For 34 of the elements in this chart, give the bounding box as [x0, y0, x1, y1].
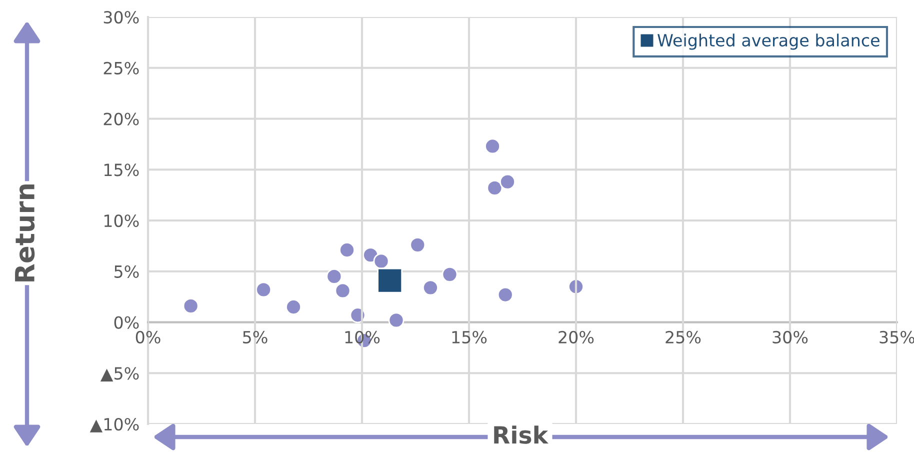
- point: [334, 282, 351, 299]
- point: [410, 236, 426, 253]
- x-tick-label: 25%: [666, 330, 701, 344]
- x-tick-label: 15%: [452, 330, 487, 344]
- y-tick-label: 30%: [104, 10, 139, 24]
- point: [500, 174, 516, 190]
- y-tick-label: 10%: [104, 214, 139, 228]
- point: [497, 286, 514, 303]
- point: [326, 268, 342, 284]
- point: [486, 180, 503, 196]
- x-tick-label: 5%: [243, 330, 268, 344]
- x-tick-label: 20%: [558, 330, 594, 344]
- point: [339, 242, 355, 258]
- point: [286, 299, 302, 315]
- y-tick-label: 0%: [114, 316, 139, 329]
- y-tick-label: 25%: [104, 62, 139, 74]
- point: [422, 280, 438, 296]
- x-tick-label: 30%: [772, 330, 808, 344]
- point: [182, 298, 199, 314]
- y-tick-label: 15%: [104, 164, 139, 176]
- point: [484, 138, 501, 154]
- legend-label: Weighted average balance: [658, 34, 880, 50]
- x-tick-label: 0%: [136, 330, 160, 344]
- y-axis-title: Return: [15, 184, 35, 282]
- point: [373, 253, 390, 270]
- y-tick-label: 20%: [104, 112, 139, 126]
- point: [442, 266, 458, 282]
- y-tick-label: ▲10%: [90, 418, 139, 432]
- point: [377, 268, 403, 294]
- point: [388, 312, 404, 328]
- y-tick-label: 5%: [114, 265, 139, 278]
- y-tick-label: ▲5%: [100, 367, 139, 382]
- x-axis-title: Risk: [494, 426, 548, 444]
- point: [256, 282, 272, 298]
